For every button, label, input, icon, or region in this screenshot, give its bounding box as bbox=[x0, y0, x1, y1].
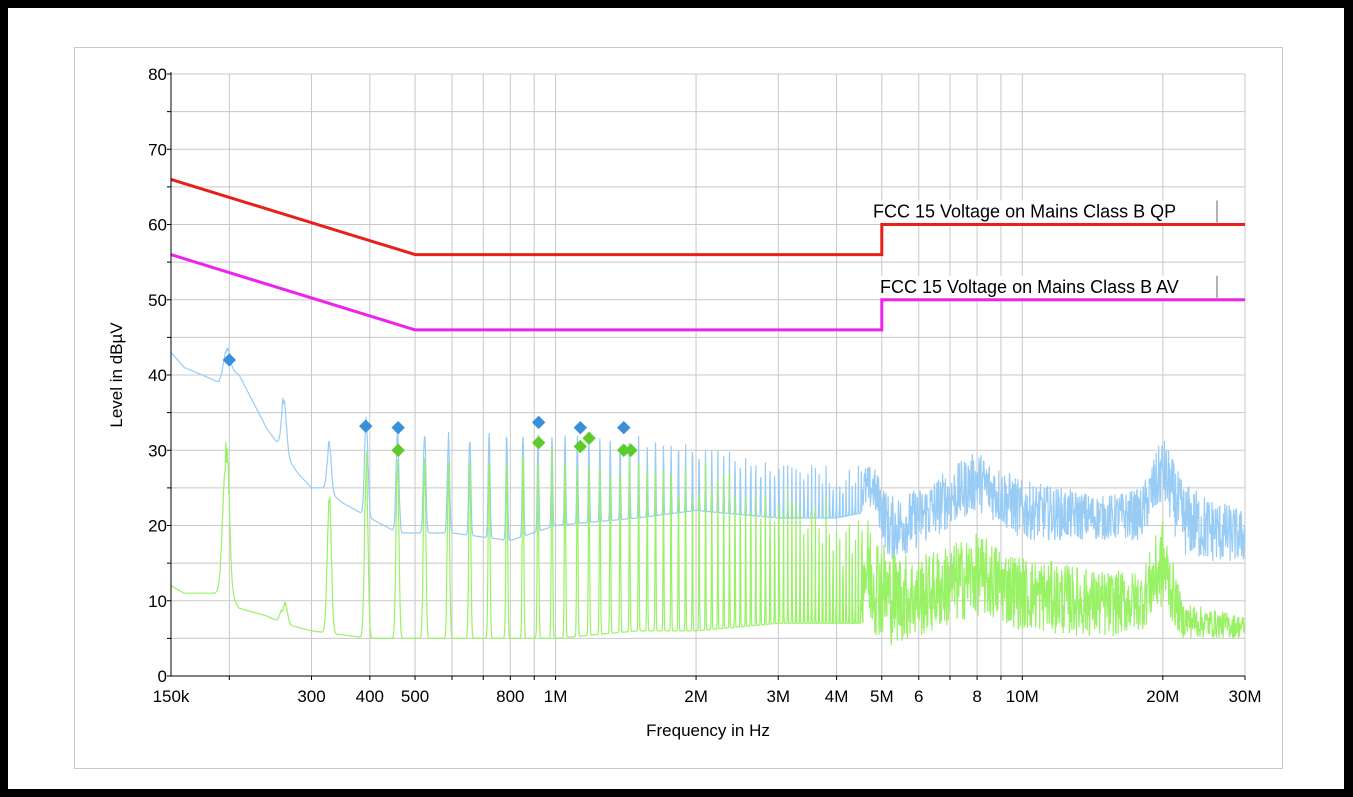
marker-diamond bbox=[531, 415, 546, 430]
y-tick-label: 40 bbox=[148, 366, 167, 385]
plot-border bbox=[74, 47, 1283, 769]
x-tick-label: 20M bbox=[1146, 687, 1179, 706]
series-layer bbox=[170, 346, 1246, 646]
chart-panel: FCC 15 Voltage on Mains Class B QP FCC 15… bbox=[8, 8, 1344, 789]
x-tick-label: 4M bbox=[825, 687, 849, 706]
marker-diamond bbox=[573, 420, 588, 435]
y-tick-label: 20 bbox=[148, 517, 167, 536]
axis-layer: 0 10 20 30 40 50 60 70 80 150k 300 400 500 800 1M 2M 3M 4… bbox=[148, 65, 1261, 706]
x-tick-label: 6 bbox=[914, 687, 923, 706]
limit-line bbox=[170, 177, 1245, 257]
marker-diamond bbox=[359, 419, 373, 433]
x-tick-label: 30M bbox=[1228, 687, 1261, 706]
y-tick-label: 50 bbox=[148, 291, 167, 310]
x-tick-label: 10M bbox=[1006, 687, 1039, 706]
y-axis-label: Level in dBµV bbox=[107, 322, 126, 428]
marker-diamond bbox=[617, 420, 631, 435]
y-tick-label: 10 bbox=[148, 592, 167, 611]
marker-diamond bbox=[582, 431, 596, 445]
limit-label: FCC 15 Voltage on Mains Class B AV bbox=[880, 277, 1179, 297]
limit-layer: FCC 15 Voltage on Mains Class B QP FCC 15… bbox=[170, 177, 1245, 332]
y-tick-label: 30 bbox=[148, 441, 167, 460]
limit-line bbox=[170, 253, 1245, 332]
marker-diamond bbox=[531, 436, 546, 450]
y-tick-label: 80 bbox=[148, 65, 167, 84]
limit-label: FCC 15 Voltage on Mains Class B QP bbox=[873, 202, 1176, 222]
emission-chart: FCC 15 Voltage on Mains Class B QP FCC 15… bbox=[107, 65, 1262, 740]
marker-diamond bbox=[391, 420, 405, 435]
x-tick-label: 800 bbox=[496, 687, 524, 706]
y-tick-label: 0 bbox=[158, 667, 167, 686]
x-axis-label: Frequency in Hz bbox=[646, 721, 770, 740]
x-tick-label: 2M bbox=[684, 687, 708, 706]
x-tick-label: 3M bbox=[766, 687, 790, 706]
y-tick-label: 60 bbox=[148, 216, 167, 235]
x-tick-label: 8 bbox=[972, 687, 981, 706]
x-tick-label: 400 bbox=[356, 687, 384, 706]
limit-label-bg bbox=[878, 275, 1221, 298]
y-tick-label: 70 bbox=[148, 140, 167, 159]
series-line-peak bbox=[170, 346, 1246, 562]
x-tick-label: 300 bbox=[297, 687, 325, 706]
x-tick-label: 500 bbox=[401, 687, 429, 706]
marker-diamond bbox=[624, 443, 638, 457]
marker-layer bbox=[222, 353, 638, 457]
x-tick-label: 150k bbox=[153, 687, 190, 706]
series-line-average bbox=[170, 442, 1246, 646]
marker-diamond bbox=[573, 439, 588, 454]
x-tick-label: 1M bbox=[544, 687, 568, 706]
marker-diamond bbox=[391, 443, 405, 457]
limit-label-bg bbox=[871, 200, 1221, 223]
marker-diamond bbox=[222, 353, 237, 367]
x-tick-label: 5M bbox=[870, 687, 894, 706]
